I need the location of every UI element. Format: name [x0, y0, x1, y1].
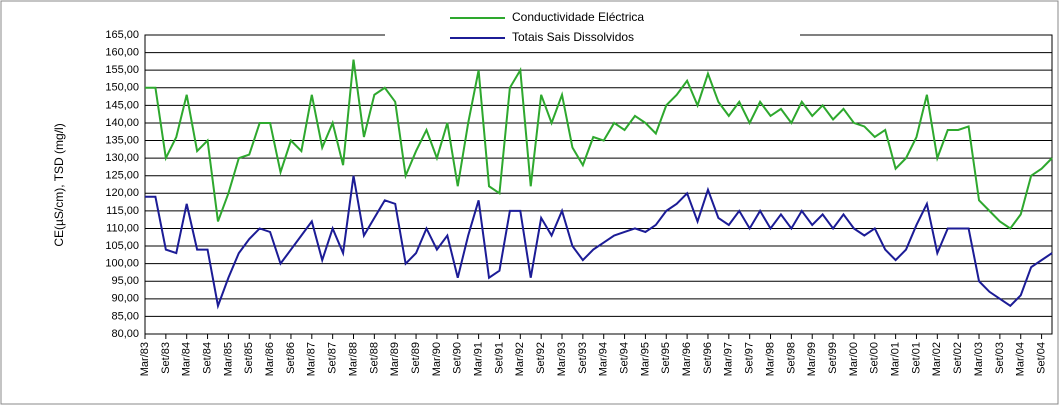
y-tick-label: 100,00	[105, 258, 139, 270]
x-tick-label: Set/86	[285, 342, 297, 374]
x-tick-label: Mar/00	[848, 342, 860, 376]
y-tick-label: 160,00	[105, 46, 139, 58]
x-tick-label: Mar/97	[723, 342, 735, 376]
x-tick-label: Set/03	[994, 342, 1006, 374]
x-tick-label: Set/89	[410, 342, 422, 374]
x-tick-label: Mar/98	[764, 342, 776, 376]
x-tick-label: Mar/04	[1015, 342, 1027, 376]
legend-label: Conductividade Eléctrica	[512, 10, 644, 24]
x-tick-label: Mar/85	[222, 342, 234, 376]
x-tick-label: Set/87	[327, 342, 339, 374]
x-tick-label: Mar/01	[890, 342, 902, 376]
x-tick-label: Set/99	[827, 342, 839, 374]
x-tick-label: Set/94	[618, 342, 630, 374]
y-tick-label: 95,00	[111, 275, 139, 287]
x-tick-label: Mar/86	[264, 342, 276, 376]
x-tick-label: Set/92	[535, 342, 547, 374]
x-tick-label: Set/84	[201, 342, 213, 374]
y-axis-title: CE(µS/cm), TSD (mg/l)	[52, 123, 66, 246]
x-tick-label: Mar/89	[389, 342, 401, 376]
x-tick-label: Mar/87	[306, 342, 318, 376]
y-tick-label: 165,00	[105, 29, 139, 41]
x-tick-label: Mar/90	[431, 342, 443, 376]
x-tick-label: Mar/95	[639, 342, 651, 376]
x-tick-label: Mar/88	[347, 342, 359, 376]
y-tick-label: 105,00	[105, 240, 139, 252]
y-tick-label: 110,00	[106, 222, 139, 234]
series-line	[145, 59, 1053, 230]
y-tick-label: 125,00	[105, 170, 139, 182]
x-tick-label: Mar/02	[931, 342, 943, 376]
x-tick-label: Mar/83	[139, 342, 151, 376]
y-tick-label: 90,00	[111, 293, 139, 305]
y-tick-label: 80,00	[111, 328, 139, 340]
x-tick-label: Set/93	[577, 342, 589, 374]
x-tick-label: Set/83	[160, 342, 172, 374]
x-tick-label: Set/00	[869, 342, 881, 374]
y-tick-label: 115,00	[106, 205, 139, 217]
legend-box	[385, 6, 800, 50]
x-tick-label: Set/91	[493, 342, 505, 374]
x-tick-label: Set/98	[785, 342, 797, 374]
y-tick-label: 155,00	[105, 64, 139, 76]
y-tick-label: 120,00	[105, 187, 139, 199]
x-tick-label: Set/95	[660, 342, 672, 374]
x-tick-label: Set/85	[243, 342, 255, 374]
x-tick-label: Set/04	[1035, 342, 1047, 374]
x-tick-label: Mar/84	[181, 342, 193, 376]
x-tick-label: Mar/92	[514, 342, 526, 376]
x-tick-label: Set/96	[702, 342, 714, 374]
legend-label: Totais Sais Dissolvidos	[512, 30, 634, 44]
x-tick-label: Set/02	[952, 342, 964, 374]
x-tick-label: Set/97	[744, 342, 756, 374]
x-tick-label: Mar/91	[473, 342, 485, 376]
y-tick-label: 135,00	[105, 134, 139, 146]
x-tick-label: Mar/96	[681, 342, 693, 376]
x-tick-label: Set/90	[452, 342, 464, 374]
x-tick-label: Set/88	[368, 342, 380, 374]
y-tick-label: 85,00	[111, 310, 139, 322]
x-tick-label: Mar/94	[598, 342, 610, 376]
y-tick-label: 130,00	[105, 152, 139, 164]
y-tick-label: 140,00	[105, 117, 139, 129]
x-tick-label: Set/01	[910, 342, 922, 374]
x-tick-label: Mar/99	[806, 342, 818, 376]
y-tick-label: 145,00	[105, 99, 139, 111]
x-tick-label: Mar/93	[556, 342, 568, 376]
series-line	[145, 175, 1053, 310]
y-tick-label: 150,00	[105, 82, 139, 94]
x-tick-label: Mar/03	[973, 342, 985, 376]
